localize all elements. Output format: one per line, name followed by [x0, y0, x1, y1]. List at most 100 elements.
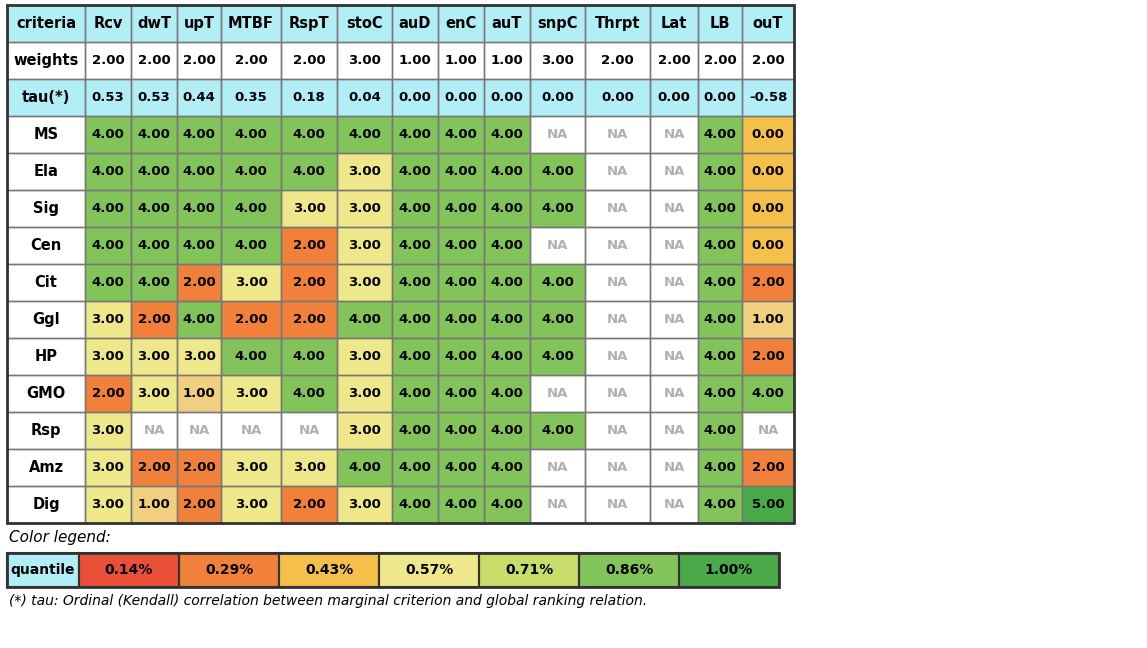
Text: criteria: criteria	[16, 16, 76, 31]
Bar	[177, 486, 221, 523]
Bar	[177, 153, 221, 190]
Bar	[281, 42, 337, 79]
Text: ouT: ouT	[752, 16, 783, 31]
Bar	[85, 153, 131, 190]
Text: NA: NA	[607, 202, 629, 215]
Bar	[650, 486, 699, 523]
Bar	[438, 79, 484, 116]
Text: 2.00: 2.00	[138, 313, 171, 326]
Bar	[650, 5, 699, 42]
Text: 4.00: 4.00	[445, 424, 477, 437]
Text: 4.00: 4.00	[445, 239, 477, 252]
Bar	[337, 449, 392, 486]
Bar	[221, 375, 281, 412]
Text: NA: NA	[607, 461, 629, 474]
Bar	[131, 338, 177, 375]
Text: 4.00: 4.00	[235, 202, 267, 215]
Bar	[337, 301, 392, 338]
Bar	[7, 338, 85, 375]
Text: 3.00: 3.00	[348, 239, 381, 252]
Bar	[131, 375, 177, 412]
Text: 0.04: 0.04	[348, 91, 381, 104]
Bar	[392, 264, 438, 301]
Bar	[585, 486, 650, 523]
Bar	[438, 264, 484, 301]
Bar	[585, 412, 650, 449]
Text: 0.86%: 0.86%	[604, 563, 653, 577]
Bar	[179, 553, 279, 587]
Text: 3.00: 3.00	[292, 461, 326, 474]
Bar	[7, 553, 779, 587]
Text: dwT: dwT	[136, 16, 171, 31]
Bar	[337, 375, 392, 412]
Bar	[85, 5, 131, 42]
Bar	[337, 412, 392, 449]
Text: 4.00: 4.00	[491, 239, 523, 252]
Bar	[699, 153, 742, 190]
Bar	[131, 5, 177, 42]
Bar	[281, 338, 337, 375]
Text: tau(*): tau(*)	[22, 90, 70, 105]
Bar	[131, 153, 177, 190]
Bar	[530, 338, 585, 375]
Text: 3.00: 3.00	[348, 276, 381, 289]
Text: 4.00: 4.00	[491, 276, 523, 289]
Bar	[530, 486, 585, 523]
Text: 4.00: 4.00	[491, 424, 523, 437]
Bar	[484, 190, 530, 227]
Text: NA: NA	[607, 165, 629, 178]
Bar	[530, 412, 585, 449]
Bar	[177, 338, 221, 375]
Bar	[221, 301, 281, 338]
Bar	[221, 42, 281, 79]
Text: 0.53: 0.53	[138, 91, 171, 104]
Bar	[177, 153, 221, 190]
Bar	[7, 375, 85, 412]
Bar	[530, 375, 585, 412]
Text: GMO: GMO	[26, 386, 65, 401]
Bar	[679, 553, 779, 587]
Text: Rsp: Rsp	[31, 423, 61, 438]
Bar	[392, 227, 438, 264]
Bar	[438, 42, 484, 79]
Text: 4.00: 4.00	[235, 165, 267, 178]
Bar	[281, 264, 337, 301]
Bar	[438, 412, 484, 449]
Bar	[585, 264, 650, 301]
Bar	[7, 301, 85, 338]
Bar	[392, 153, 438, 190]
Bar	[281, 375, 337, 412]
Bar	[585, 449, 650, 486]
Bar	[279, 553, 379, 587]
Bar	[438, 449, 484, 486]
Text: 4.00: 4.00	[491, 165, 523, 178]
Bar	[7, 5, 85, 42]
Bar	[742, 153, 794, 190]
Bar	[85, 449, 131, 486]
Bar	[650, 375, 699, 412]
Text: 4.00: 4.00	[398, 165, 431, 178]
Bar	[177, 116, 221, 153]
Text: 0.00: 0.00	[491, 91, 523, 104]
Bar	[742, 227, 794, 264]
Bar	[85, 79, 131, 116]
Bar	[337, 153, 392, 190]
Text: 4.00: 4.00	[398, 313, 431, 326]
Bar	[85, 227, 131, 264]
Text: 0.00: 0.00	[751, 165, 785, 178]
Bar	[85, 338, 131, 375]
Text: 4.00: 4.00	[398, 387, 431, 400]
Bar	[530, 153, 585, 190]
Bar	[585, 5, 650, 42]
Bar	[585, 42, 650, 79]
Bar	[484, 116, 530, 153]
Text: 2.00: 2.00	[292, 498, 326, 511]
Bar	[742, 79, 794, 116]
Text: 4.00: 4.00	[703, 424, 736, 437]
Bar	[7, 153, 85, 190]
Bar	[131, 42, 177, 79]
Bar	[392, 5, 438, 42]
Bar	[337, 338, 392, 375]
Text: Lat: Lat	[661, 16, 687, 31]
Bar	[530, 264, 585, 301]
